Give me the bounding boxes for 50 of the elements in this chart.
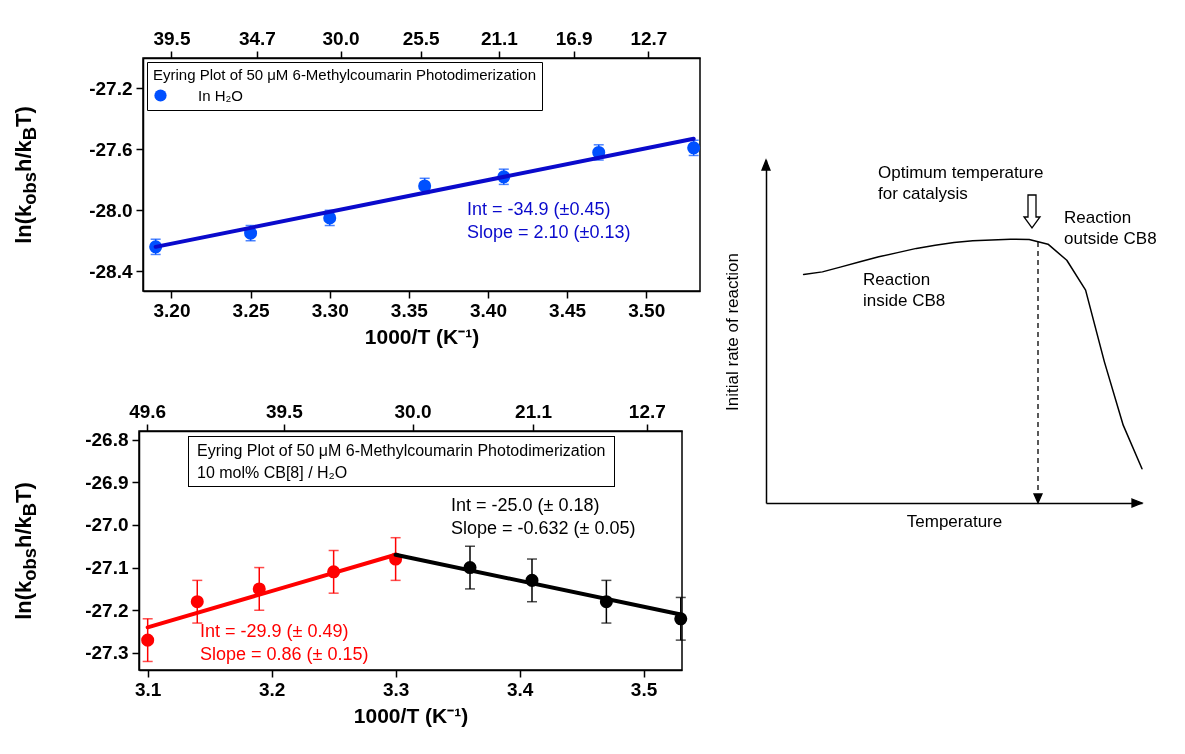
- x-tick-label: 3.5: [630, 678, 658, 700]
- y-tick-label: -27.1: [85, 557, 129, 579]
- y-tick-label: -27.6: [89, 138, 133, 160]
- point: [190, 595, 204, 609]
- annotation: Reaction outside CB8: [1064, 208, 1157, 249]
- x2-tick-label: 12.7: [630, 27, 668, 49]
- text: Eyring Plot of 50 μM 6-Methylcoumarin Photodimerization: [197, 441, 606, 461]
- y-tick-label: -27.0: [85, 514, 129, 536]
- x2-tick-label: 49.6: [129, 400, 167, 422]
- x2-tick-label: 34.7: [238, 27, 276, 49]
- x-tick-label: 3.25: [232, 299, 271, 321]
- x-axis-title: 1000/T (K⁻¹): [364, 324, 480, 348]
- x-tick-label: 3.30: [311, 299, 349, 321]
- text: 10 mol% CB[8] / H₂O: [197, 462, 349, 483]
- x2-tick-label: 16.9: [555, 27, 593, 49]
- point: [141, 633, 155, 647]
- x2-tick-label: 39.5: [265, 400, 304, 422]
- y-tick-label: -27.2: [89, 77, 133, 99]
- x2-tick-label: 30.0: [322, 27, 360, 49]
- x-axis-title: Temperature: [906, 511, 1003, 531]
- y-tick-label: -26.9: [85, 471, 129, 493]
- y-tick-label: -28.0: [89, 199, 133, 221]
- annotation: Int = -25.0 (± 0.18) Slope = -0.632 (± 0.05): [451, 495, 636, 538]
- x2-tick-label: 25.5: [402, 27, 441, 49]
- x2-tick-label: 30.0: [394, 400, 432, 422]
- x-tick-label: 3.1: [134, 678, 162, 700]
- legend-label: In H₂O: [198, 86, 243, 104]
- x-tick-label: 3.50: [628, 299, 666, 321]
- x-tick-label: 3.40: [469, 299, 507, 321]
- x2-tick-label: 21.1: [515, 400, 553, 422]
- y-tick-label: -27.3: [85, 642, 129, 664]
- y-tick-label: -28.4: [89, 260, 133, 282]
- y-tick-label: -26.8: [85, 429, 129, 451]
- legend-title: Eyring Plot of 50 μM 6-Methylcoumarin Photodimerization: [153, 66, 536, 83]
- x2-tick-label: 21.1: [480, 27, 519, 49]
- annotation: Int = -34.9 (±0.45) Slope = 2.10 (±0.13): [467, 199, 631, 242]
- x-tick-label: 3.20: [153, 299, 191, 321]
- annotation: Int = -29.9 (± 0.49) Slope = 0.86 (± 0.15): [200, 621, 369, 664]
- annotation: Reaction inside CB8: [863, 270, 946, 311]
- x-tick-label: 3.4: [506, 678, 534, 700]
- y-axis-title: Initial rate of reaction: [723, 252, 743, 411]
- x-tick-label: 3.35: [390, 299, 429, 321]
- x2-tick-label: 39.5: [153, 27, 191, 49]
- x-tick-label: 3.3: [382, 678, 410, 700]
- text: Optimum temperature for catalysis: [878, 163, 1044, 204]
- x-axis-title: 1000/T (K⁻¹): [353, 703, 469, 727]
- x-tick-label: 3.2: [258, 678, 286, 700]
- x2-tick-label: 12.7: [628, 400, 666, 422]
- x-tick-label: 3.45: [549, 299, 587, 321]
- y-tick-label: -27.2: [85, 599, 129, 621]
